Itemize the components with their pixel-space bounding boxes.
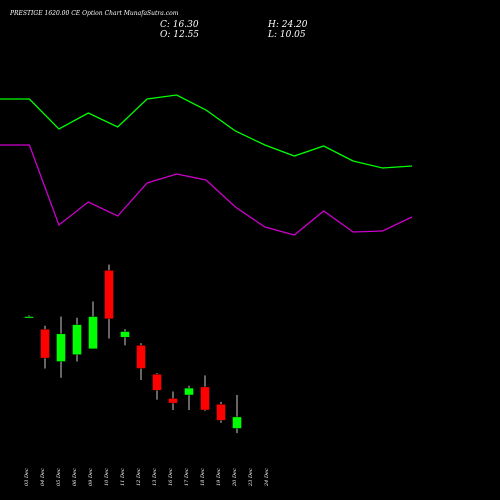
candle-2 — [40, 325, 50, 369]
chart-title: PRESTIGE 1620.00 CE Option Chart MunafaS… — [9, 10, 179, 17]
x-axis-tick-labels: 03 Dec 04 Dec 05 Dec 06 Dec 09 Dec 10 Dec 11 D… — [24, 468, 270, 487]
open-price-label: O: 12.55 — [160, 30, 199, 40]
candle-10 — [168, 391, 178, 410]
line-series-1 — [0, 94, 413, 169]
candle-body-down — [152, 374, 162, 391]
x-tick-label: 06 Dec — [72, 468, 78, 486]
candle-body-up — [24, 316, 34, 319]
high-price-label: H: 24.20 — [267, 20, 308, 30]
low-price-label: L: 10.05 — [267, 30, 306, 40]
x-tick-label: 13 Dec — [152, 468, 158, 486]
candle-body-down — [200, 386, 210, 411]
x-tick-label: 12 Dec — [136, 468, 142, 486]
x-tick-label: 24 Dec — [264, 468, 270, 487]
x-tick-label: 10 Dec — [104, 468, 110, 486]
x-tick-label: 09 Dec — [88, 468, 94, 486]
x-tick-label: 23 Dec — [248, 468, 254, 487]
candle-3 — [56, 316, 66, 378]
candle-body-down — [40, 329, 50, 359]
candle-1 — [24, 315, 34, 319]
candle-9 — [152, 373, 162, 400]
candle-4 — [72, 317, 82, 362]
candle-body-down — [216, 404, 226, 421]
candle-8 — [136, 343, 146, 380]
candle-body-up — [184, 387, 194, 396]
x-tick-label: 18 Dec — [200, 468, 206, 486]
candle-body-down — [136, 345, 146, 369]
candle-body-down — [168, 398, 178, 404]
candle-7 — [120, 329, 130, 346]
candle-11 — [184, 385, 194, 410]
candle-5 — [88, 301, 98, 350]
line-series-2 — [0, 144, 413, 236]
candle-body-up — [72, 324, 82, 355]
x-tick-label: 11 Dec — [120, 468, 126, 486]
x-tick-label: 16 Dec — [168, 468, 174, 486]
candle-body-up — [120, 331, 130, 338]
candlestick-layer — [24, 264, 242, 434]
candle-body-up — [232, 416, 242, 429]
x-tick-label: 03 Dec — [24, 468, 30, 486]
x-tick-label: 04 Dec — [40, 468, 46, 486]
x-tick-label: 20 Dec — [232, 468, 238, 487]
x-tick-label: 19 Dec — [216, 468, 222, 486]
x-tick-label: 05 Dec — [56, 468, 62, 486]
candle-13 — [216, 401, 226, 423]
candle-6 — [104, 264, 114, 339]
x-tick-label: 17 Dec — [184, 468, 190, 486]
candle-14 — [232, 395, 242, 434]
candle-12 — [200, 375, 210, 412]
line-series-layer — [0, 94, 413, 236]
candle-body-up — [56, 333, 66, 362]
candle-body-down — [104, 270, 114, 320]
candle-body-up — [88, 316, 98, 350]
close-price-label: C: 16.30 — [160, 20, 199, 30]
